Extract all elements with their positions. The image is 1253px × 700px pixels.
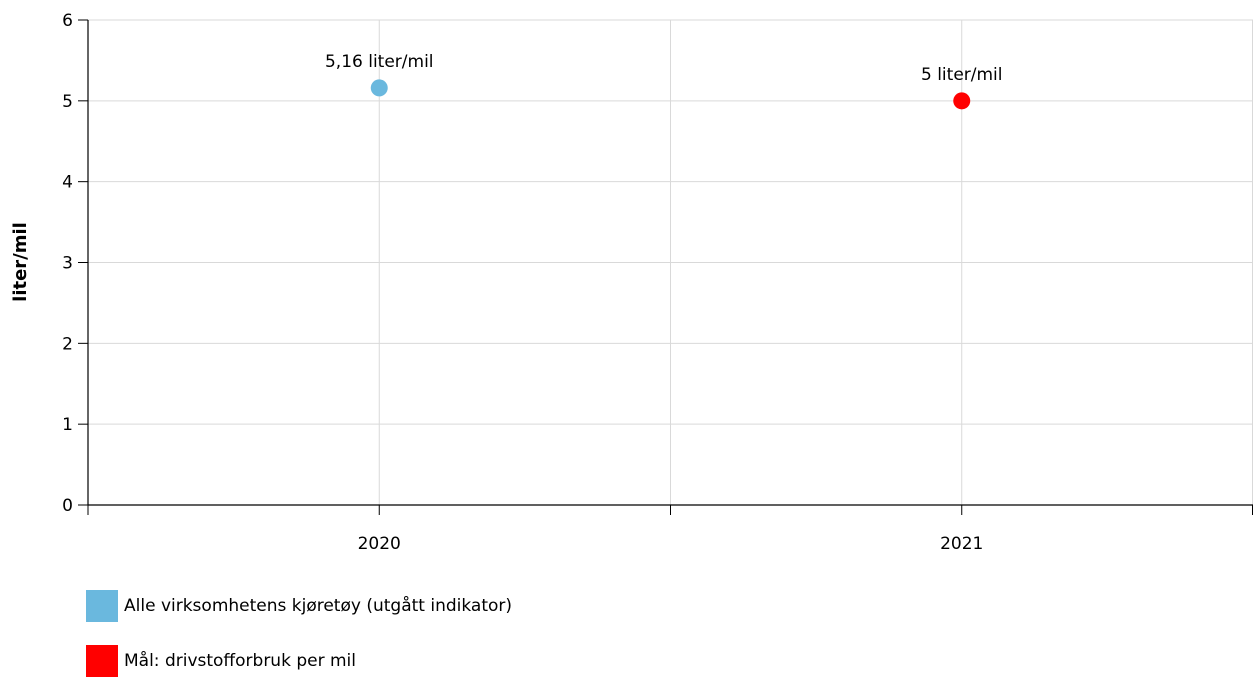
legend-item-1[interactable]: Mål: drivstofforbruk per mil xyxy=(86,645,512,677)
chart-canvas: 0 1 2 3 4 5 6 2020 2021 liter/mil 5,16 liter/mi… xyxy=(10,11,1253,554)
data-points xyxy=(370,79,971,110)
data-point-series-0 xyxy=(370,79,388,97)
data-label-series-0: 5,16 liter/mil xyxy=(325,52,434,72)
legend-swatch-0 xyxy=(86,590,118,622)
legend-label-0: Alle virksomhetens kjøretøy (utgått indi… xyxy=(124,596,513,616)
y-tick-label: 0 xyxy=(62,496,73,516)
x-tick-label: 2020 xyxy=(358,534,401,554)
axes xyxy=(78,19,1253,515)
y-tick-labels: 0 1 2 3 4 5 6 xyxy=(62,11,73,516)
grid-lines xyxy=(88,19,1253,505)
y-tick-label: 4 xyxy=(62,173,73,193)
x-tick-labels: 2020 2021 xyxy=(358,534,984,554)
y-tick-label: 5 xyxy=(62,92,73,112)
y-axis-label: liter/mil xyxy=(10,222,31,302)
y-tick-label: 3 xyxy=(62,254,73,274)
data-point-series-1 xyxy=(953,92,971,110)
legend-label-1: Mål: drivstofforbruk per mil xyxy=(124,651,356,671)
legend-item-0[interactable]: Alle virksomhetens kjøretøy (utgått indi… xyxy=(86,590,512,622)
legend: Alle virksomhetens kjøretøy (utgått indi… xyxy=(86,590,512,700)
data-label-series-1: 5 liter/mil xyxy=(921,65,1003,85)
legend-swatch-1 xyxy=(86,645,118,677)
x-tick-label: 2021 xyxy=(940,534,983,554)
y-tick-label: 2 xyxy=(62,334,73,354)
y-tick-label: 1 xyxy=(62,415,73,435)
y-tick-label: 6 xyxy=(62,11,73,31)
data-labels: 5,16 liter/mil 5 liter/mil xyxy=(325,52,1003,85)
